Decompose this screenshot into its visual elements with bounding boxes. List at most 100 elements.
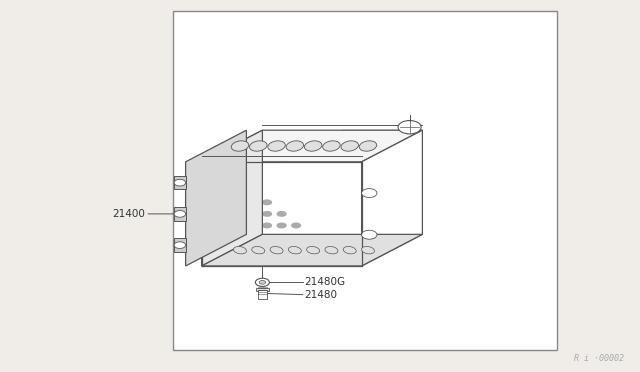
Circle shape xyxy=(174,179,186,186)
Circle shape xyxy=(377,146,386,151)
Ellipse shape xyxy=(341,141,358,151)
Circle shape xyxy=(311,157,320,162)
Circle shape xyxy=(353,141,362,146)
Circle shape xyxy=(396,130,404,135)
Circle shape xyxy=(351,135,360,141)
Circle shape xyxy=(374,135,383,141)
Circle shape xyxy=(291,257,301,263)
Circle shape xyxy=(376,141,385,146)
Circle shape xyxy=(276,211,287,217)
Ellipse shape xyxy=(252,247,265,254)
Circle shape xyxy=(218,222,228,228)
Polygon shape xyxy=(202,130,262,266)
Circle shape xyxy=(349,257,360,263)
Polygon shape xyxy=(282,162,362,266)
Circle shape xyxy=(218,246,228,251)
Text: 21400: 21400 xyxy=(112,209,145,219)
Circle shape xyxy=(233,199,243,205)
Circle shape xyxy=(204,246,214,251)
Circle shape xyxy=(233,222,243,228)
Circle shape xyxy=(365,146,374,151)
Circle shape xyxy=(320,257,330,263)
Circle shape xyxy=(233,246,243,251)
Circle shape xyxy=(385,135,394,141)
Ellipse shape xyxy=(289,247,301,254)
Circle shape xyxy=(262,222,272,228)
Ellipse shape xyxy=(343,247,356,254)
Circle shape xyxy=(308,146,317,151)
Circle shape xyxy=(355,151,364,157)
Circle shape xyxy=(305,257,316,263)
Circle shape xyxy=(248,211,258,217)
Circle shape xyxy=(276,257,287,263)
Circle shape xyxy=(233,257,243,263)
Ellipse shape xyxy=(250,141,267,151)
Circle shape xyxy=(362,189,377,198)
Text: 21480: 21480 xyxy=(304,290,337,299)
Ellipse shape xyxy=(231,141,249,151)
Circle shape xyxy=(328,135,337,141)
Circle shape xyxy=(322,157,331,162)
Circle shape xyxy=(298,151,307,157)
Circle shape xyxy=(364,141,373,146)
Circle shape xyxy=(335,246,345,251)
Circle shape xyxy=(398,121,421,134)
Polygon shape xyxy=(186,130,246,266)
Circle shape xyxy=(333,157,342,162)
Circle shape xyxy=(332,151,341,157)
Circle shape xyxy=(350,130,359,135)
Circle shape xyxy=(233,211,243,217)
Circle shape xyxy=(218,199,228,205)
Circle shape xyxy=(204,199,214,205)
Ellipse shape xyxy=(234,247,246,254)
Circle shape xyxy=(233,188,243,194)
Circle shape xyxy=(276,222,287,228)
Circle shape xyxy=(384,130,393,135)
Circle shape xyxy=(262,234,272,240)
Circle shape xyxy=(218,234,228,240)
Ellipse shape xyxy=(270,247,283,254)
Ellipse shape xyxy=(286,141,303,151)
Text: 21480G: 21480G xyxy=(304,278,345,287)
Circle shape xyxy=(204,165,214,171)
Ellipse shape xyxy=(307,247,319,254)
Circle shape xyxy=(300,157,308,162)
Circle shape xyxy=(262,199,272,205)
Circle shape xyxy=(248,199,258,205)
Circle shape xyxy=(362,130,371,135)
Ellipse shape xyxy=(362,247,374,254)
Ellipse shape xyxy=(268,141,285,151)
Circle shape xyxy=(204,176,214,182)
Polygon shape xyxy=(174,176,186,189)
Circle shape xyxy=(218,257,228,263)
Ellipse shape xyxy=(323,141,340,151)
Circle shape xyxy=(174,211,186,217)
Circle shape xyxy=(248,222,258,228)
Circle shape xyxy=(373,130,382,135)
Polygon shape xyxy=(202,234,422,266)
Circle shape xyxy=(321,151,330,157)
Circle shape xyxy=(262,246,272,251)
Circle shape xyxy=(342,146,351,151)
Circle shape xyxy=(339,130,348,135)
Circle shape xyxy=(248,188,258,194)
Circle shape xyxy=(218,211,228,217)
Circle shape xyxy=(345,157,354,162)
Ellipse shape xyxy=(305,141,322,151)
Ellipse shape xyxy=(359,141,377,151)
Circle shape xyxy=(318,141,327,146)
Circle shape xyxy=(259,280,266,284)
Circle shape xyxy=(262,257,272,263)
Circle shape xyxy=(204,234,214,240)
Circle shape xyxy=(276,246,287,251)
Circle shape xyxy=(204,188,214,194)
Circle shape xyxy=(362,230,377,239)
Circle shape xyxy=(335,257,345,263)
Circle shape xyxy=(248,234,258,240)
Ellipse shape xyxy=(325,247,338,254)
Text: R i ·00002: R i ·00002 xyxy=(574,354,624,363)
Circle shape xyxy=(204,222,214,228)
Circle shape xyxy=(262,211,272,217)
Circle shape xyxy=(291,222,301,228)
Circle shape xyxy=(204,257,214,263)
